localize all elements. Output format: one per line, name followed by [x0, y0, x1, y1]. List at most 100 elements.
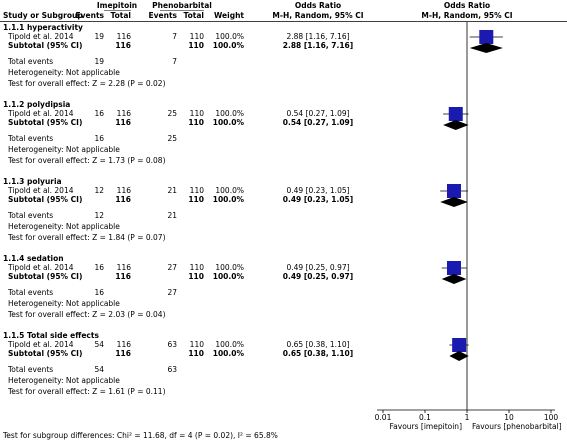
subtotal-diamond: [441, 274, 467, 284]
total: 116: [115, 195, 131, 204]
weight: 100.0%: [215, 186, 244, 195]
total-events: 16: [94, 288, 104, 297]
total-events: 54: [94, 365, 104, 374]
effect-square: [448, 107, 463, 121]
effect-label: 0.49 [0.25, 0.97]: [283, 272, 353, 281]
subtotal-diamond: [469, 43, 503, 53]
events: 25: [167, 109, 177, 118]
total-events-label: Total events: [7, 134, 53, 143]
total-events-label: Total events: [7, 365, 53, 374]
events: 7: [172, 32, 177, 41]
weight: 100.0%: [215, 109, 244, 118]
total-events: 16: [94, 134, 104, 143]
method-header: M-H, Random, 95% CI: [272, 11, 363, 20]
total-events: 21: [167, 211, 177, 220]
total-events: 7: [172, 57, 177, 66]
weight: 100.0%: [213, 118, 245, 127]
events-header: Events: [76, 11, 105, 20]
total: 116: [117, 32, 132, 41]
events: 12: [94, 186, 104, 195]
study-name: Tipold et al. 2014: [7, 109, 74, 118]
heterogeneity: Heterogeneity: Not applicable: [8, 68, 120, 77]
total: 110: [188, 118, 204, 127]
group1-header: Imepitoin: [97, 1, 137, 10]
subtotal-name: Subtotal (95% CI): [8, 349, 82, 358]
group-title: 1.1.5 Total side effects: [3, 331, 99, 340]
weight: 100.0%: [213, 41, 245, 50]
events: 63: [167, 340, 177, 349]
effect-label: 2.88 [1.16, 7.16]: [283, 41, 353, 50]
favours-right: Favours [phenobarbital]: [472, 422, 562, 431]
total-events-label: Total events: [7, 288, 53, 297]
plot-method-header: M-H, Random, 95% CI: [421, 11, 512, 20]
heterogeneity: Heterogeneity: Not applicable: [8, 222, 120, 231]
overall-effect: Test for overall effect: Z = 1.84 (P = 0…: [7, 233, 166, 242]
total: 110: [188, 272, 204, 281]
effect-square: [446, 184, 461, 198]
heterogeneity: Heterogeneity: Not applicable: [8, 299, 120, 308]
study-name: Tipold et al. 2014: [7, 186, 74, 195]
subtotal-diamond: [449, 351, 469, 361]
total: 110: [188, 349, 204, 358]
effect-label: 0.49 [0.23, 1.05]: [283, 195, 353, 204]
study-name: Tipold et al. 2014: [7, 263, 74, 272]
x-tick-label: 100: [544, 413, 559, 422]
events: 27: [167, 263, 177, 272]
effect-label: 0.54 [0.27, 1.09]: [286, 109, 349, 118]
total: 110: [188, 41, 204, 50]
group-title: 1.1.2 polydipsia: [3, 100, 70, 109]
subtotal-name: Subtotal (95% CI): [8, 272, 82, 281]
events-header: Events: [149, 11, 178, 20]
overall-effect: Test for overall effect: Z = 1.61 (P = 0…: [7, 387, 166, 396]
weight: 100.0%: [215, 263, 244, 272]
subtotal-name: Subtotal (95% CI): [8, 118, 82, 127]
total: 110: [190, 109, 205, 118]
effect-square: [479, 30, 494, 44]
total: 116: [117, 109, 132, 118]
effect-label: 0.65 [0.38, 1.10]: [283, 349, 353, 358]
events: 16: [94, 263, 104, 272]
total: 110: [188, 195, 204, 204]
events: 54: [94, 340, 104, 349]
x-tick-label: 0.01: [375, 413, 392, 422]
subtotal-name: Subtotal (95% CI): [8, 195, 82, 204]
overall-effect: Test for overall effect: Z = 2.03 (P = 0…: [7, 310, 166, 319]
total-events: 25: [167, 134, 177, 143]
effect-label: 0.49 [0.23, 1.05]: [286, 186, 349, 195]
effect-label: 0.54 [0.27, 1.09]: [283, 118, 353, 127]
effect-label: 0.65 [0.38, 1.10]: [286, 340, 349, 349]
study-name: Tipold et al. 2014: [7, 32, 74, 41]
weight: 100.0%: [213, 272, 245, 281]
total: 110: [190, 32, 205, 41]
group2-header: Phenobarbital: [152, 1, 212, 10]
total-header: Total: [184, 11, 205, 20]
total-events: 12: [94, 211, 104, 220]
subgroup-test: Test for subgroup differences: Chi² = 11…: [2, 431, 278, 440]
heterogeneity: Heterogeneity: Not applicable: [8, 376, 120, 385]
effect-square: [452, 338, 467, 352]
group-title: 1.1.1 hyperactivity: [3, 23, 83, 32]
total: 110: [190, 186, 205, 195]
x-tick-label: 1: [465, 413, 470, 422]
effect-label: 2.88 [1.16, 7.16]: [286, 32, 349, 41]
total-events-label: Total events: [7, 211, 53, 220]
weight-header: Weight: [214, 11, 244, 20]
total: 116: [117, 186, 132, 195]
study-header: Study or Subgroup: [3, 11, 83, 20]
heterogeneity: Heterogeneity: Not applicable: [8, 145, 120, 154]
x-tick-label: 10: [504, 413, 514, 422]
total: 116: [115, 349, 131, 358]
total: 116: [115, 41, 131, 50]
subtotal-name: Subtotal (95% CI): [8, 41, 82, 50]
total-events: 27: [167, 288, 177, 297]
subtotal-diamond: [440, 197, 468, 207]
events: 21: [167, 186, 177, 195]
events: 16: [94, 109, 104, 118]
total: 116: [115, 272, 131, 281]
overall-effect: Test for overall effect: Z = 2.28 (P = 0…: [7, 79, 166, 88]
x-tick-label: 0.1: [419, 413, 431, 422]
total-events: 19: [94, 57, 104, 66]
weight: 100.0%: [215, 32, 244, 41]
